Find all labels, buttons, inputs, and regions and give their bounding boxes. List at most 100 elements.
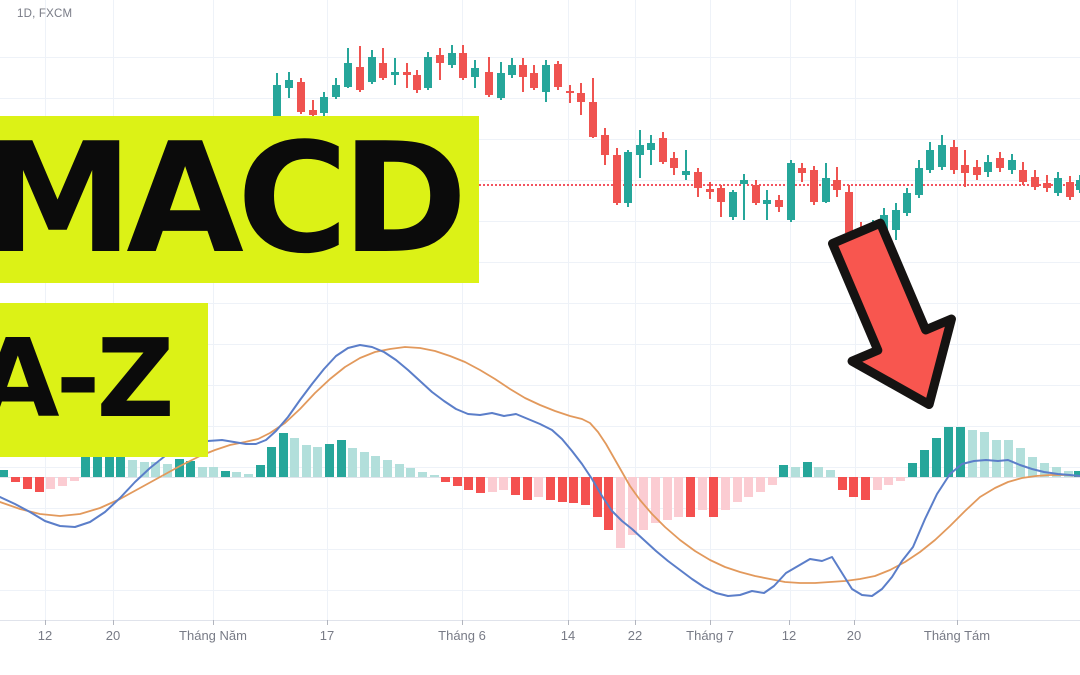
candle-body	[624, 152, 632, 203]
macd-title-text: MACD	[0, 110, 468, 288]
candle-body	[938, 145, 946, 167]
grid-hline	[0, 508, 1080, 509]
macd-histogram-bar	[663, 477, 672, 520]
grid-hline	[0, 467, 1080, 468]
grid-vline	[957, 0, 958, 620]
candle-body	[984, 162, 992, 172]
x-axis-tick	[957, 620, 958, 625]
macd-histogram-bar	[604, 477, 613, 530]
candle-wick	[766, 190, 768, 220]
candle-body	[903, 193, 911, 213]
macd-histogram-bar	[406, 468, 415, 477]
macd-histogram-bar	[244, 474, 253, 477]
candle-body	[297, 82, 305, 112]
candle-body	[424, 57, 432, 88]
macd-histogram-bar	[569, 477, 578, 503]
macd-histogram-bar	[209, 467, 218, 477]
macd-histogram-bar	[488, 477, 497, 492]
macd-histogram-bar	[58, 477, 67, 486]
candle-body	[379, 63, 387, 78]
candle-body	[1043, 183, 1051, 188]
macd-histogram-bar	[1052, 467, 1061, 477]
x-axis-label: 12	[37, 628, 53, 643]
macd-histogram-bar	[639, 477, 648, 530]
x-axis-tick	[635, 620, 636, 625]
macd-histogram-bar	[0, 470, 8, 477]
macd-histogram-bar	[511, 477, 520, 495]
candle-body	[880, 215, 888, 232]
macd-histogram-bar	[791, 467, 800, 477]
candle-body	[926, 150, 934, 170]
candle-body	[1019, 170, 1027, 182]
candle-wick	[312, 100, 314, 118]
candle-body	[589, 102, 597, 137]
candle-body	[729, 192, 737, 217]
macd-histogram-bar	[651, 477, 660, 523]
grid-vline	[213, 0, 214, 620]
macd-histogram-bar	[1040, 463, 1049, 477]
candle-body	[577, 93, 585, 102]
candle-body	[1066, 182, 1074, 197]
macd-histogram-bar	[873, 477, 882, 490]
macd-histogram-bar	[23, 477, 32, 489]
x-axis-tick	[113, 620, 114, 625]
macd-histogram-bar	[1016, 448, 1025, 477]
candle-body	[775, 200, 783, 207]
candle-wick	[685, 150, 687, 180]
candle-body	[1054, 178, 1062, 193]
candle-body	[542, 65, 550, 92]
macd-histogram-bar	[175, 459, 184, 477]
macd-histogram-bar	[593, 477, 602, 517]
candle-wick	[394, 58, 396, 85]
candle-body	[530, 73, 538, 88]
macd-histogram-bar	[523, 477, 532, 500]
macd-histogram-bar	[628, 477, 637, 535]
macd-histogram-bar	[151, 462, 160, 477]
macd-histogram-bar	[1074, 471, 1080, 477]
macd-histogram-bar	[70, 477, 79, 481]
macd-histogram-bar	[198, 467, 207, 477]
candle-body	[717, 188, 725, 202]
candle-body	[448, 53, 456, 65]
candle-body	[670, 158, 678, 168]
candle-body	[309, 110, 317, 115]
candle-body	[798, 168, 806, 173]
candle-body	[413, 75, 421, 90]
macd-histogram-bar	[11, 477, 20, 482]
candle-body	[356, 67, 364, 90]
x-axis-label: 14	[560, 628, 576, 643]
macd-histogram-bar	[932, 438, 941, 477]
macd-histogram-bar	[968, 430, 977, 477]
grid-hline	[0, 98, 1080, 99]
az-subtitle-text: A-Z	[0, 317, 175, 443]
macd-histogram-bar	[884, 477, 893, 485]
candle-body	[273, 85, 281, 120]
candle-body	[636, 145, 644, 155]
candle-body	[822, 178, 830, 202]
candle-body	[368, 57, 376, 82]
macd-histogram-bar	[290, 438, 299, 477]
macd-histogram-bar	[826, 470, 835, 477]
grid-hline	[0, 303, 1080, 304]
macd-histogram-bar	[302, 445, 311, 477]
macd-histogram-bar	[116, 455, 125, 477]
candle-body	[391, 72, 399, 75]
grid-hline	[0, 221, 1080, 222]
x-axis-tick	[710, 620, 711, 625]
candle-wick	[743, 174, 745, 220]
candle-body	[459, 53, 467, 78]
macd-histogram-bar	[1028, 457, 1037, 477]
macd-histogram-bar	[861, 477, 870, 500]
macd-histogram-bar	[733, 477, 742, 502]
candle-body	[961, 165, 969, 173]
x-axis-tick	[45, 620, 46, 625]
candle-body	[845, 192, 853, 233]
candle-body	[915, 168, 923, 195]
candle-body	[485, 72, 493, 95]
macd-histogram-bar	[348, 448, 357, 477]
x-axis-tick	[568, 620, 569, 625]
candle-body	[810, 170, 818, 202]
macd-histogram-bar	[221, 471, 230, 477]
x-axis-label: 20	[846, 628, 862, 643]
